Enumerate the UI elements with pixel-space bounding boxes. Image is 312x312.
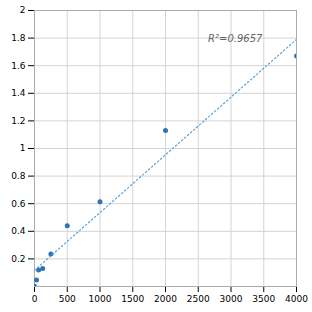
svg-text:2500: 2500 (187, 294, 210, 304)
svg-text:4000: 4000 (285, 294, 308, 304)
svg-text:0: 0 (32, 294, 38, 304)
svg-text:R²=0.9657: R²=0.9657 (208, 33, 263, 44)
svg-text:1.2: 1.2 (11, 116, 25, 126)
svg-text:0.6: 0.6 (11, 199, 26, 209)
svg-text:500: 500 (59, 294, 76, 304)
svg-text:3000: 3000 (220, 294, 243, 304)
svg-text:1: 1 (20, 143, 26, 153)
svg-text:3500: 3500 (252, 294, 275, 304)
svg-text:2: 2 (20, 5, 26, 15)
svg-text:1000: 1000 (89, 294, 112, 304)
svg-text:1500: 1500 (121, 294, 144, 304)
svg-text:2000: 2000 (154, 294, 177, 304)
svg-text:1.4: 1.4 (11, 88, 26, 98)
svg-text:1.6: 1.6 (11, 61, 26, 71)
svg-text:0.4: 0.4 (11, 226, 26, 236)
svg-text:0.8: 0.8 (11, 171, 26, 181)
svg-text:0.2: 0.2 (11, 254, 25, 264)
svg-text:1.8: 1.8 (11, 33, 26, 43)
